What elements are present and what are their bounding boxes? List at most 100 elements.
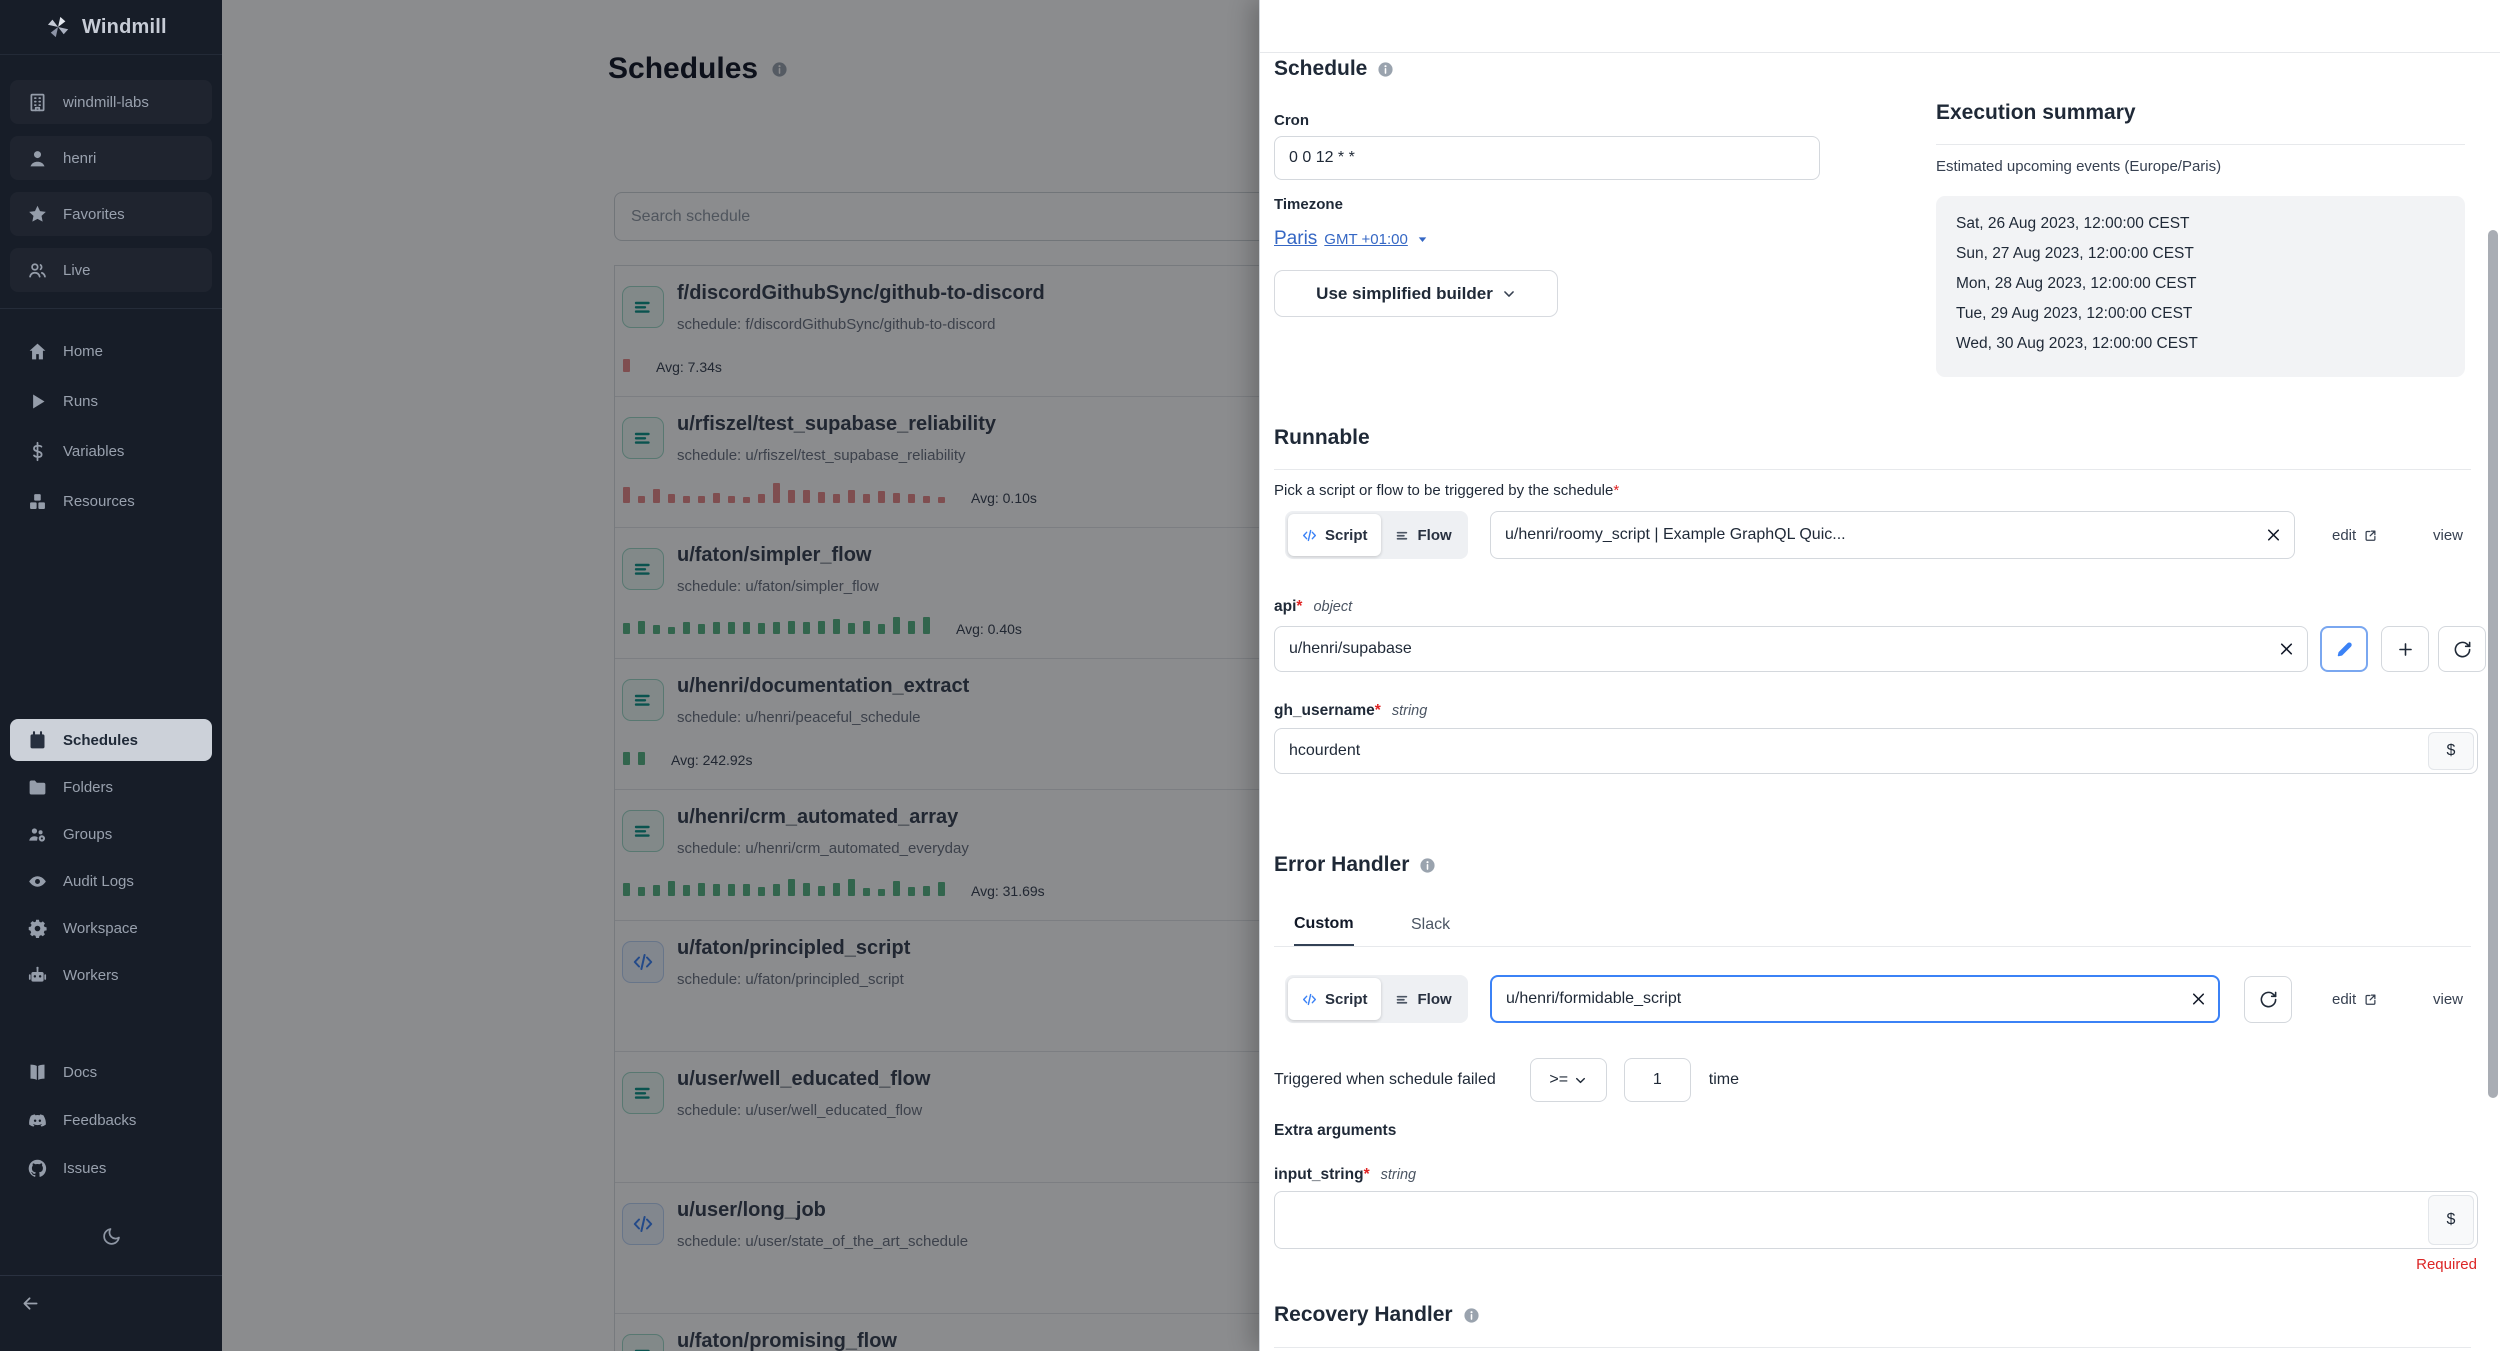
run-bar[interactable] <box>623 752 630 765</box>
run-bar[interactable] <box>743 622 750 634</box>
run-bar[interactable] <box>893 493 900 503</box>
dark-mode-toggle[interactable] <box>0 1214 222 1261</box>
flow-toggle[interactable]: Flow <box>1381 514 1465 556</box>
refresh-error-handler-button[interactable] <box>2244 976 2292 1023</box>
run-bar[interactable] <box>833 883 840 896</box>
run-bar[interactable] <box>638 621 645 634</box>
run-bar[interactable] <box>803 622 810 634</box>
run-bar[interactable] <box>623 487 630 503</box>
run-bar[interactable] <box>818 886 825 896</box>
sidebar-item[interactable]: Variables <box>10 429 212 473</box>
sidebar-item[interactable]: Groups <box>10 813 212 855</box>
cron-input[interactable] <box>1274 136 1820 180</box>
tab-slack[interactable]: Slack <box>1411 916 1451 933</box>
run-bar[interactable] <box>623 623 630 634</box>
sidebar-item[interactable]: Docs <box>10 1050 212 1094</box>
run-bar[interactable] <box>803 490 810 503</box>
view-runnable-link[interactable]: view <box>2433 511 2463 559</box>
run-bar[interactable] <box>638 496 645 503</box>
schedule-name[interactable]: u/user/well_educated_flow <box>677 1068 931 1090</box>
info-icon[interactable] <box>1419 857 1436 874</box>
run-bar[interactable] <box>773 884 780 896</box>
run-bar[interactable] <box>743 497 750 503</box>
run-bar[interactable] <box>878 889 885 896</box>
run-bar[interactable] <box>923 496 930 503</box>
error-handler-path-input[interactable] <box>1490 975 2220 1023</box>
run-bar[interactable] <box>668 627 675 634</box>
sidebar-item[interactable]: Home <box>10 329 212 373</box>
schedule-name[interactable]: u/rfiszel/test_supabase_reliability <box>677 413 997 435</box>
edit-error-handler-link[interactable]: edit <box>2332 975 2378 1023</box>
run-bar[interactable] <box>848 490 855 503</box>
run-bar[interactable] <box>878 624 885 634</box>
run-bar[interactable] <box>728 884 735 896</box>
sidebar-item[interactable]: Feedbacks <box>10 1098 212 1142</box>
drawer-scrollbar[interactable] <box>2488 230 2498 1098</box>
run-bar[interactable] <box>788 879 795 896</box>
sidebar-item[interactable]: Workers <box>10 954 212 996</box>
input-string-input[interactable] <box>1274 1191 2478 1249</box>
add-resource-button[interactable] <box>2381 626 2429 672</box>
run-bar[interactable] <box>713 884 720 896</box>
operator-select[interactable]: >= <box>1529 1058 1607 1102</box>
run-bar[interactable] <box>893 617 900 634</box>
schedule-name[interactable]: u/faton/principled_script <box>677 937 911 959</box>
run-bar[interactable] <box>908 887 915 896</box>
run-bar[interactable] <box>893 881 900 896</box>
edit-resource-button[interactable] <box>2320 626 2368 672</box>
run-bar[interactable] <box>623 359 630 372</box>
run-bar[interactable] <box>848 879 855 896</box>
simplified-builder-button[interactable]: Use simplified builder <box>1274 270 1558 317</box>
run-bar[interactable] <box>638 752 645 765</box>
run-bar[interactable] <box>743 884 750 896</box>
run-bar[interactable] <box>698 496 705 503</box>
run-bar[interactable] <box>758 623 765 634</box>
run-bar[interactable] <box>818 492 825 503</box>
run-bar[interactable] <box>788 490 795 503</box>
run-bar[interactable] <box>698 883 705 896</box>
run-bar[interactable] <box>698 624 705 634</box>
schedule-name[interactable]: f/discordGithubSync/github-to-discord <box>677 282 1045 304</box>
script-toggle[interactable]: Script <box>1288 514 1381 556</box>
run-bar[interactable] <box>713 622 720 634</box>
insert-variable-button[interactable]: $ <box>2428 1195 2474 1245</box>
run-bar[interactable] <box>638 887 645 896</box>
sidebar-item[interactable]: Runs <box>10 379 212 423</box>
sidebar-item[interactable]: Folders <box>10 766 212 808</box>
script-toggle[interactable]: Script <box>1288 978 1381 1020</box>
schedule-name[interactable]: u/user/long_job <box>677 1199 826 1221</box>
sidebar-item[interactable]: Workspace <box>10 907 212 949</box>
run-bar[interactable] <box>728 622 735 634</box>
run-bar[interactable] <box>668 494 675 503</box>
run-bar[interactable] <box>653 885 660 896</box>
run-bar[interactable] <box>908 621 915 634</box>
schedule-name[interactable]: u/henri/documentation_extract <box>677 675 970 697</box>
sidebar-item[interactable]: Favorites <box>10 192 212 236</box>
run-bar[interactable] <box>758 887 765 896</box>
sidebar-item[interactable]: Schedules <box>10 719 212 761</box>
run-bar[interactable] <box>683 496 690 503</box>
run-bar[interactable] <box>713 493 720 503</box>
arrow-left-icon[interactable] <box>20 1293 44 1317</box>
run-bar[interactable] <box>938 497 945 503</box>
run-bar[interactable] <box>848 623 855 634</box>
schedule-name[interactable]: u/faton/promising_flow <box>677 1330 897 1351</box>
run-bar[interactable] <box>758 494 765 503</box>
timezone-select[interactable]: Paris GMT +01:00 <box>1274 228 1430 250</box>
sidebar-item[interactable]: Resources <box>10 479 212 523</box>
sidebar-item[interactable]: Issues <box>10 1146 212 1190</box>
run-bar[interactable] <box>833 619 840 634</box>
run-bar[interactable] <box>863 621 870 634</box>
clear-error-handler-button[interactable] <box>2189 990 2208 1009</box>
api-resource-input[interactable] <box>1274 626 2308 672</box>
run-bar[interactable] <box>803 883 810 896</box>
info-icon[interactable] <box>1377 61 1394 78</box>
gh-username-input[interactable] <box>1274 728 2478 774</box>
run-bar[interactable] <box>908 494 915 503</box>
run-bar[interactable] <box>683 622 690 634</box>
failure-count-input[interactable] <box>1623 1058 1691 1102</box>
flow-toggle[interactable]: Flow <box>1381 978 1465 1020</box>
sidebar-item[interactable]: Audit Logs <box>10 860 212 902</box>
run-bar[interactable] <box>833 494 840 503</box>
run-bar[interactable] <box>773 483 780 503</box>
